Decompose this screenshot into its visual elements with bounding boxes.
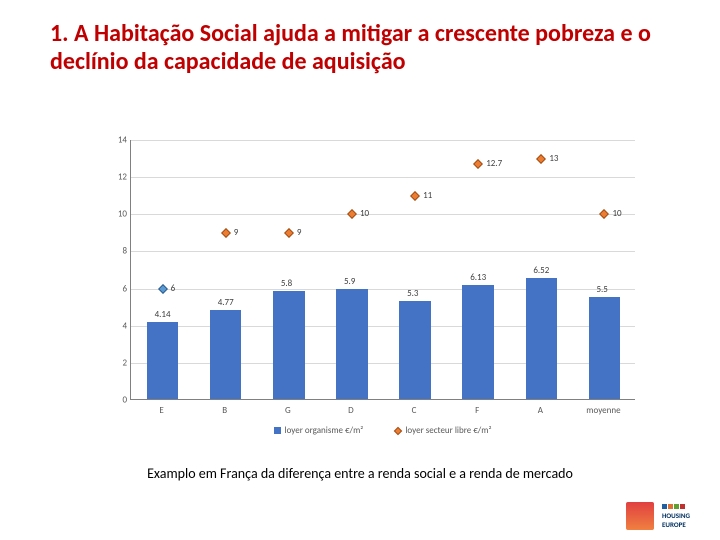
marker-series2 [410,191,420,201]
legend-item-scatter: loyer secteur libre €/m² [395,425,491,436]
marker-label: 11 [423,190,432,201]
logo-icon [626,502,654,530]
x-tick-label: moyenne [586,405,620,416]
bar [399,301,431,399]
bar-label: 5.3 [407,288,418,299]
plot-area: 4.14 6 4.77 9 5.8 9 5.9 10 5.3 11 6.13 12.7 6.52 13 5.… [130,140,635,400]
chart-legend: loyer organisme €/m² loyer secteur libre… [130,425,635,436]
gridline [131,214,635,215]
marker-series1 [158,284,168,294]
bar [462,285,494,399]
x-tick-label: E [159,405,163,416]
gridline [131,289,635,290]
bar [336,289,368,399]
y-tick-label: 0 [105,395,127,406]
marker-series2 [599,209,609,219]
gridline [131,326,635,327]
legend-label-scatter: loyer secteur libre €/m² [405,425,491,436]
gridline [131,251,635,252]
gridline [131,363,635,364]
bar [147,322,179,399]
marker-series2 [536,154,546,164]
marker-label: 6 [171,283,176,294]
bar-label: 4.14 [155,309,171,320]
logo-text: HOUSING EUROPE [662,511,690,529]
y-tick-label: 6 [105,283,127,294]
marker-label: 10 [360,208,369,219]
x-tick-label: A [538,405,543,416]
y-tick-label: 4 [105,320,127,331]
bar-label: 4.77 [218,297,234,308]
housing-europe-logo: HOUSING EUROPE [658,502,710,530]
gridline [131,140,635,141]
y-tick-label: 14 [105,135,127,146]
bar [589,297,621,399]
legend-swatch-bar [274,427,281,434]
bar-label: 5.5 [596,284,607,295]
legend-item-bar: loyer organisme €/m² [274,425,364,436]
x-tick-label: D [348,405,354,416]
marker-series2 [473,159,483,169]
chart-container: 4.14 6 4.77 9 5.8 9 5.9 10 5.3 11 6.13 12.7 6.52 13 5.… [105,140,635,435]
chart-caption: Examplo em França da diferença entre a r… [0,465,720,482]
x-tick-label: B [222,405,227,416]
legend-label-bar: loyer organisme €/m² [285,425,364,436]
marker-label: 13 [549,153,558,164]
y-tick-label: 8 [105,246,127,257]
bar [273,291,305,399]
marker-series2 [221,228,231,238]
legend-swatch-scatter [394,427,402,435]
footer-logos: HOUSING EUROPE [626,502,710,530]
y-tick-label: 10 [105,209,127,220]
marker-label: 9 [234,227,239,238]
gridline [131,177,635,178]
slide-title: 1. A Habitação Social ajuda a mitigar a … [50,20,670,75]
y-tick-label: 12 [105,172,127,183]
bar [210,310,242,399]
x-tick-label: G [285,405,291,416]
bar-label: 6.52 [533,265,549,276]
marker-label: 10 [612,208,621,219]
bar [526,278,558,399]
bar-label: 5.9 [344,276,355,287]
marker-series2 [284,228,294,238]
x-tick-label: C [412,405,417,416]
marker-label: 12.7 [486,158,502,169]
bar-label: 5.8 [281,278,292,289]
y-tick-label: 2 [105,357,127,368]
marker-label: 9 [297,227,302,238]
bar-label: 6.13 [470,272,486,283]
marker-series2 [347,209,357,219]
x-tick-label: F [475,405,479,416]
